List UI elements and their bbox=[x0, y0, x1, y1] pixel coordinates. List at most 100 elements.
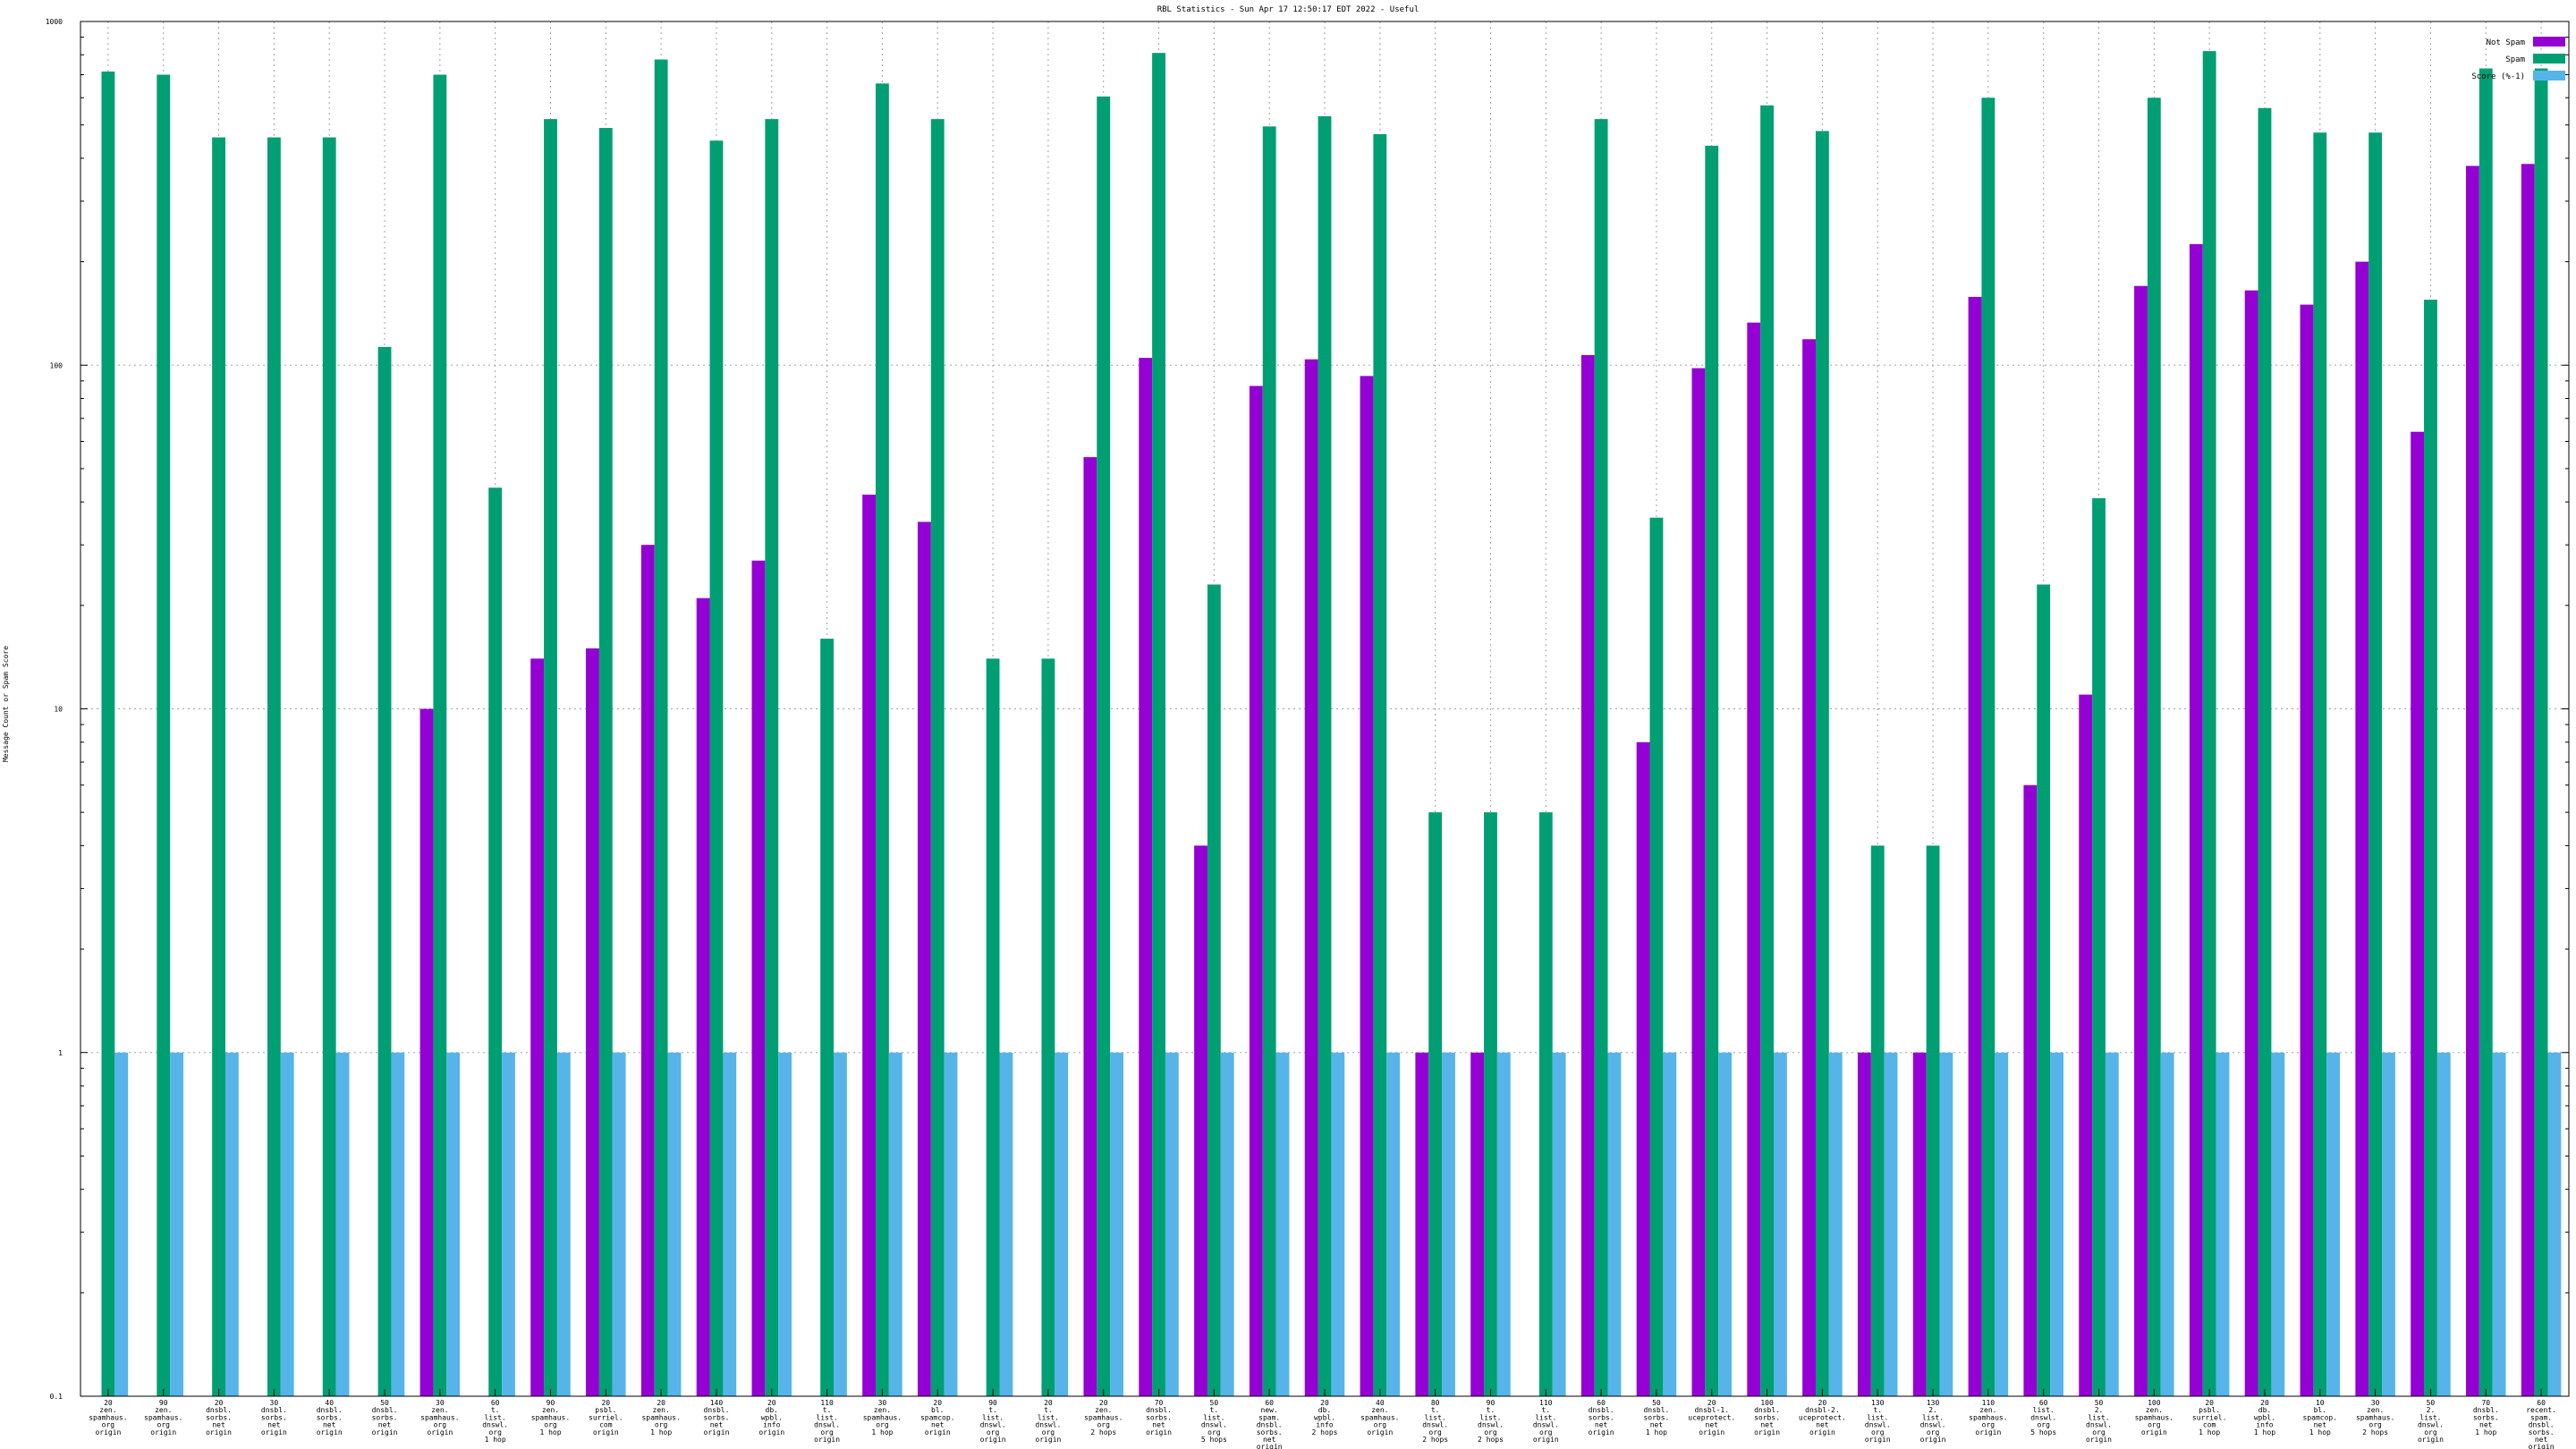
x-tick-label-line: t. bbox=[1487, 1406, 1496, 1414]
x-tick-label: 140 dnsbl. sorbs. net origin bbox=[704, 1399, 730, 1436]
bar-not-spam bbox=[2411, 431, 2425, 1396]
x-tick-label-line: 20 bbox=[2260, 1399, 2269, 1407]
bar-score-1 bbox=[446, 1052, 461, 1396]
x-tick-label-line: list. bbox=[2088, 1413, 2109, 1421]
bar-not-spam bbox=[2189, 243, 2203, 1397]
bar-not-spam bbox=[2079, 694, 2093, 1396]
x-tick-label-line: 2. bbox=[2427, 1406, 2436, 1414]
x-tick-label-line: 2 hops bbox=[1478, 1436, 1504, 1444]
bar-not-spam bbox=[1747, 322, 1761, 1396]
x-tick-label-line: 2. bbox=[1928, 1406, 1937, 1414]
x-tick-label-line: origin bbox=[1257, 1443, 1283, 1449]
x-tick-label-line: dnsbl. bbox=[2473, 1406, 2499, 1414]
bar-spam bbox=[1152, 53, 1165, 1396]
legend-label: Score (%-1) bbox=[2471, 72, 2525, 81]
x-tick-label-line: origin bbox=[593, 1428, 619, 1436]
x-tick-label: 30 zen. spamhaus. org 2 hops bbox=[2356, 1399, 2394, 1436]
bar-score-1 bbox=[1995, 1052, 2009, 1396]
x-tick-label-line: 60 bbox=[1597, 1399, 1606, 1407]
x-tick-label-line: 20 bbox=[601, 1399, 610, 1407]
bar-score-1 bbox=[225, 1052, 239, 1396]
x-tick-label-line: 2 hops bbox=[2362, 1428, 2388, 1436]
x-tick-label: 90 t. list. dnswl. org 2 hops bbox=[1478, 1399, 1504, 1444]
x-tick-label-line: 110 bbox=[1982, 1399, 1996, 1407]
x-tick-label-line: zen. bbox=[99, 1406, 116, 1414]
x-tick-label: 70 dnsbl. sorbs. net origin bbox=[1146, 1399, 1172, 1436]
legend: Not Spam Spam Score (%-1) bbox=[2471, 37, 2565, 81]
bar-spam bbox=[1815, 131, 1829, 1397]
x-tick-label-line: 50 bbox=[2427, 1399, 2436, 1407]
x-tick-label-line: com bbox=[2203, 1421, 2216, 1429]
x-tick-label: 30 zen. spamhaus. org origin bbox=[420, 1399, 459, 1436]
x-tick-label-line: org bbox=[820, 1428, 834, 1436]
x-tick-label-line: origin bbox=[758, 1428, 784, 1436]
x-tick-label: 20 psbl. surriel. com origin bbox=[589, 1399, 623, 1436]
x-tick-label-line: zen. bbox=[653, 1406, 670, 1414]
x-tick-label-line: org bbox=[2368, 1421, 2382, 1429]
x-tick-label-line: sorbs. bbox=[261, 1413, 287, 1421]
x-tick-label-line: dnswl. bbox=[2030, 1413, 2056, 1421]
legend-label: Spam bbox=[2505, 55, 2525, 64]
bar-not-spam bbox=[917, 521, 931, 1396]
x-tick-label-line: origin bbox=[2086, 1436, 2112, 1444]
x-tick-label-line: t. bbox=[1044, 1406, 1053, 1414]
x-tick-label: 100 zen. spamhaus. org origin bbox=[2135, 1399, 2174, 1436]
x-tick-label-line: 1 hop bbox=[539, 1428, 561, 1436]
bar-score-1 bbox=[2216, 1052, 2230, 1396]
x-tick-label-line: 20 bbox=[933, 1399, 942, 1407]
x-tick-label-line: dnsbl. bbox=[261, 1406, 287, 1414]
x-tick-label-line: 1 hop bbox=[2475, 1428, 2496, 1436]
x-tick-label-line: 90 bbox=[159, 1399, 168, 1407]
x-tick-label-line: net bbox=[323, 1421, 336, 1429]
legend-label: Not Spam bbox=[2487, 38, 2525, 47]
bar-score-1 bbox=[1939, 1052, 1953, 1396]
bar-spam bbox=[2479, 68, 2493, 1396]
bar-not-spam bbox=[1912, 1052, 1927, 1396]
x-tick-label-line: 2 hops bbox=[1090, 1428, 1116, 1436]
bar-score-1 bbox=[2271, 1052, 2285, 1396]
x-tick-label-line: spamhaus. bbox=[2135, 1413, 2174, 1421]
x-tick-label-line: 20 bbox=[215, 1399, 224, 1407]
bar-spam bbox=[598, 128, 613, 1397]
x-tick-label-line: sorbs. bbox=[206, 1413, 232, 1421]
x-tick-label-line: psbl. bbox=[595, 1406, 616, 1414]
x-tick-label-line: dnswl. bbox=[980, 1421, 1006, 1429]
x-tick-label-line: 2 hops bbox=[1422, 1436, 1448, 1444]
x-tick-label-line: spamhaus. bbox=[2356, 1413, 2394, 1421]
x-tick-label: 50 2. list. dnswl. org origin bbox=[2086, 1399, 2112, 1444]
x-tick-label-line: spamcop. bbox=[920, 1413, 955, 1421]
x-tick-label-line: origin bbox=[980, 1436, 1006, 1444]
x-tick-label-line: 60 bbox=[2039, 1399, 2048, 1407]
x-tick-label-line: origin bbox=[427, 1428, 453, 1436]
x-tick-label-line: sorbs. bbox=[1643, 1413, 1669, 1421]
y-tick-label: 1 bbox=[58, 1049, 63, 1057]
bar-spam bbox=[2202, 51, 2216, 1396]
bar-score-1 bbox=[1220, 1052, 1234, 1396]
bar-spam bbox=[2147, 97, 2161, 1397]
x-tick-label-line: 50 bbox=[1210, 1399, 1219, 1407]
bar-score-1 bbox=[1275, 1052, 1290, 1396]
x-tick-label-line: dnswl. bbox=[482, 1421, 508, 1429]
x-tick-label-line: sorbs. bbox=[1754, 1413, 1780, 1421]
x-tick-label: 60 t. list. dnswl. org 1 hop bbox=[482, 1399, 508, 1444]
bar-not-spam bbox=[1304, 359, 1318, 1396]
x-tick-label-line: dnsbl-1. bbox=[1694, 1406, 1729, 1414]
x-tick-label-line: dnsbl. bbox=[1589, 1406, 1614, 1414]
y-tick-label: 10 bbox=[54, 706, 63, 714]
x-tick-label-line: net bbox=[1760, 1421, 1774, 1429]
bar-spam bbox=[1041, 658, 1055, 1396]
bar-score-1 bbox=[502, 1052, 515, 1396]
bar-not-spam bbox=[586, 648, 599, 1396]
bar-spam bbox=[2258, 107, 2272, 1396]
x-tick-label: 20 db. wpbl. info 1 hop bbox=[2254, 1399, 2275, 1436]
x-tick-label-line: list. bbox=[1922, 1413, 1944, 1421]
x-tick-label-line: origin bbox=[372, 1428, 398, 1436]
x-tick-label-line: net bbox=[1650, 1421, 1664, 1429]
x-tick-label-line: list. bbox=[1038, 1413, 1059, 1421]
chart-title: RBL Statistics - Sun Apr 17 12:50:17 EDT… bbox=[1157, 5, 1419, 14]
x-tick-label: 20 dnsbl-1. uceprotect. net origin bbox=[1688, 1399, 1735, 1436]
x-tick-label-line: dnsbl. bbox=[372, 1406, 398, 1414]
x-tick-label-line: origin bbox=[1865, 1436, 1891, 1444]
x-tick-label-line: 90 bbox=[547, 1399, 555, 1407]
